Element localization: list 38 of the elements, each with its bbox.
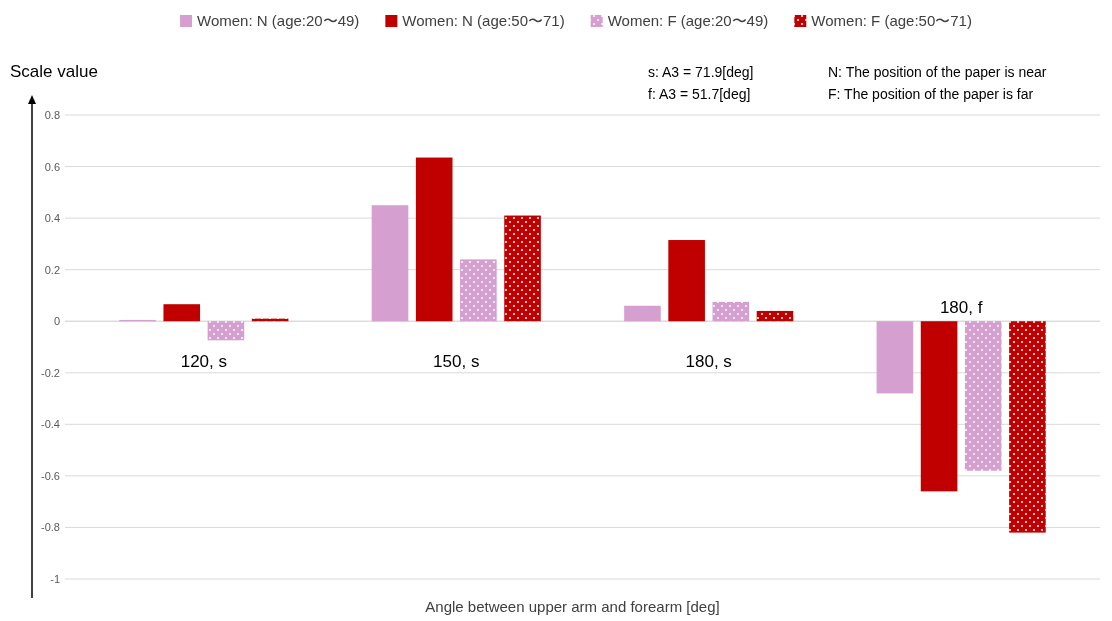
y-tick-label: -0.4 xyxy=(41,418,60,431)
x-tick-label: 180, f xyxy=(939,298,983,318)
bar xyxy=(920,321,958,492)
x-tick-label: 150, s xyxy=(433,352,480,372)
legend-label: Women: N (age:20〜49) xyxy=(197,12,360,29)
x-tick-label: 120, s xyxy=(180,352,227,372)
bar xyxy=(371,205,409,322)
x-tick-label: 180, s xyxy=(685,352,732,372)
text: F: The position of the paper is far xyxy=(828,86,1034,102)
y-tick-label: 0.6 xyxy=(44,160,60,173)
bar xyxy=(668,240,705,322)
y-tick-label: 0 xyxy=(53,315,60,328)
y-axis-title: Scale value xyxy=(10,62,98,81)
bar xyxy=(964,321,1002,471)
y-tick-label: 0.2 xyxy=(44,263,60,276)
x-axis-title: Angle between upper arm and forearm [deg] xyxy=(425,598,720,615)
bar xyxy=(1009,321,1046,533)
text: f: A3 = 51.7[deg] xyxy=(648,86,751,102)
bar xyxy=(504,215,541,322)
y-tick-label: -0.6 xyxy=(41,469,60,482)
bar xyxy=(163,304,201,322)
bar xyxy=(624,305,661,322)
y-tick-label: 0.4 xyxy=(44,212,60,225)
bar xyxy=(876,321,914,394)
y-tick-label: -1 xyxy=(50,573,60,585)
legend-label: Women: N (age:50〜71) xyxy=(402,12,565,29)
legend-label: Women: F (age:20〜49) xyxy=(607,12,769,29)
bar xyxy=(460,259,497,322)
bar xyxy=(415,157,453,322)
text: s: A3 = 71.9[deg] xyxy=(648,64,754,80)
y-tick-label: -0.2 xyxy=(41,366,60,379)
bar xyxy=(756,310,794,322)
bar xyxy=(207,321,245,341)
y-tick-label: 0.8 xyxy=(44,109,60,121)
legend-label: Women: F (age:50〜71) xyxy=(811,12,972,29)
bar xyxy=(712,301,750,322)
text: N: The position of the paper is near xyxy=(828,64,1047,80)
y-tick-label: -0.8 xyxy=(41,521,60,534)
